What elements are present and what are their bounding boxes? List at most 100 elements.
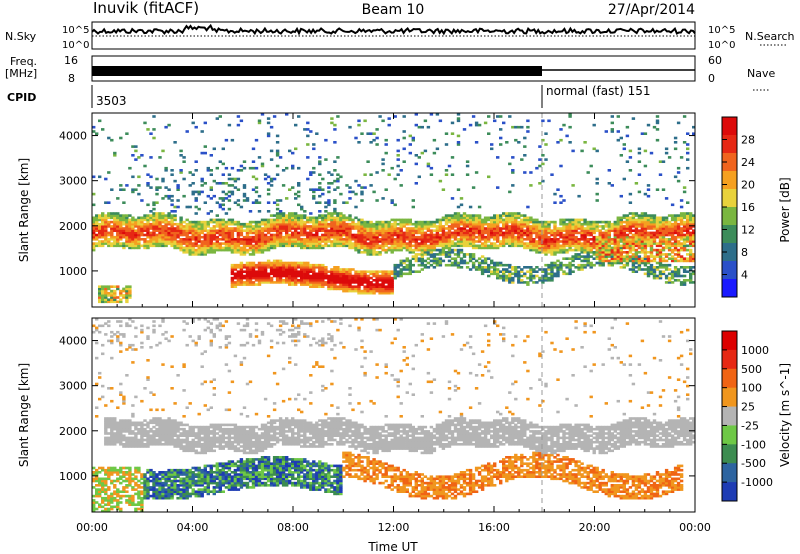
heatmap-cell bbox=[98, 330, 102, 334]
heatmap-cell bbox=[432, 246, 437, 250]
heatmap-cell bbox=[128, 166, 132, 170]
heatmap-cell bbox=[125, 225, 129, 228]
heatmap-cell bbox=[158, 214, 162, 217]
heatmap-cell bbox=[260, 233, 265, 237]
heatmap-cell bbox=[119, 218, 123, 222]
heatmap-cell bbox=[643, 212, 648, 215]
heatmap-cell bbox=[568, 141, 572, 144]
heatmap-cell bbox=[95, 216, 99, 220]
heatmap-cell bbox=[429, 233, 434, 237]
heatmap-cell bbox=[547, 242, 551, 245]
heatmap-cell bbox=[315, 233, 319, 237]
heatmap-cell bbox=[167, 227, 171, 230]
heatmap-cell bbox=[333, 123, 337, 127]
heatmap-cell bbox=[628, 255, 633, 258]
heatmap-cell bbox=[170, 194, 174, 198]
heatmap-cell bbox=[116, 244, 120, 248]
heatmap-cell bbox=[652, 227, 657, 230]
heatmap-cell bbox=[242, 248, 247, 252]
heatmap-cell bbox=[550, 173, 554, 176]
heatmap-cell bbox=[550, 244, 554, 248]
heatmap-cell bbox=[218, 197, 222, 200]
heatmap-cell bbox=[288, 216, 292, 220]
heatmap-cell bbox=[92, 225, 96, 228]
heatmap-cell bbox=[490, 272, 494, 276]
heatmap-cell bbox=[203, 253, 207, 256]
heatmap-cell bbox=[254, 233, 259, 237]
heatmap-cell bbox=[266, 132, 271, 135]
heatmap-cell bbox=[477, 225, 482, 228]
heatmap-cell bbox=[104, 333, 108, 336]
heatmap-cell bbox=[173, 227, 177, 230]
heatmap-cell bbox=[312, 268, 316, 271]
heatmap-cell bbox=[682, 222, 687, 226]
heatmap-cell bbox=[146, 242, 150, 245]
heatmap-cell bbox=[158, 212, 162, 215]
heatmap-cell bbox=[589, 222, 593, 226]
heatmap-cell bbox=[655, 138, 660, 142]
heatmap-cell bbox=[104, 488, 108, 491]
heatmap-cell bbox=[426, 266, 431, 269]
heatmap-cell bbox=[387, 233, 391, 237]
frequency-band bbox=[92, 66, 542, 76]
heatmap-cell bbox=[405, 233, 409, 237]
heatmap-cell bbox=[375, 289, 379, 293]
heatmap-cell bbox=[625, 225, 630, 228]
heatmap-cell bbox=[607, 255, 611, 258]
heatmap-cell bbox=[239, 222, 244, 226]
heatmap-cell bbox=[541, 179, 545, 183]
heatmap-cell bbox=[113, 225, 117, 228]
heatmap-cell bbox=[303, 244, 307, 248]
heatmap-cell bbox=[158, 225, 162, 228]
heatmap-cell bbox=[101, 294, 105, 297]
heatmap-cell bbox=[288, 279, 292, 282]
heatmap-cell bbox=[679, 246, 684, 250]
heatmap-cell bbox=[146, 225, 150, 228]
heatmap-cell bbox=[303, 242, 307, 245]
heatmap-cell bbox=[354, 285, 358, 288]
heatmap-cell bbox=[658, 274, 663, 278]
heatmap-cell bbox=[170, 214, 174, 217]
heatmap-cell bbox=[544, 225, 548, 228]
heatmap-cell bbox=[98, 218, 102, 222]
heatmap-cell bbox=[619, 238, 623, 241]
heatmap-cell bbox=[595, 149, 599, 153]
heatmap-cell bbox=[357, 251, 361, 254]
heatmap-cell bbox=[559, 246, 563, 250]
heatmap-cell bbox=[390, 289, 394, 293]
heatmap-cell bbox=[604, 225, 608, 228]
heatmap-cell bbox=[351, 238, 355, 241]
heatmap-cell bbox=[447, 220, 452, 224]
heatmap-cell bbox=[456, 261, 461, 265]
heatmap-cell bbox=[173, 229, 177, 232]
heatmap-cell bbox=[393, 272, 397, 276]
heatmap-cell bbox=[203, 242, 207, 245]
heatmap-cell bbox=[260, 246, 265, 250]
heatmap-cell bbox=[411, 229, 415, 232]
heatmap-cell bbox=[655, 121, 660, 125]
heatmap-cell bbox=[107, 496, 111, 500]
heatmap-cell bbox=[113, 227, 117, 230]
heatmap-cell bbox=[324, 235, 328, 239]
heatmap-cell bbox=[441, 233, 446, 237]
heatmap-cell bbox=[649, 255, 654, 258]
heatmap-cell bbox=[351, 218, 355, 222]
heatmap-cell bbox=[278, 276, 283, 280]
heatmap-cell bbox=[658, 218, 663, 222]
heatmap-cell bbox=[101, 466, 105, 470]
heatmap-cell bbox=[95, 235, 99, 239]
heatmap-cell bbox=[164, 166, 168, 170]
heatmap-cell bbox=[116, 503, 120, 506]
heatmap-cell bbox=[655, 233, 660, 237]
heatmap-cell bbox=[667, 276, 672, 280]
heatmap-cell bbox=[212, 229, 216, 232]
heatmap-cell bbox=[336, 115, 340, 118]
heatmap-cell bbox=[514, 218, 518, 222]
heatmap-cell bbox=[215, 240, 219, 243]
heatmap-cell bbox=[98, 490, 102, 493]
heatmap-cell bbox=[98, 216, 102, 220]
heatmap-cell bbox=[553, 263, 557, 267]
heatmap-cell bbox=[354, 179, 358, 183]
heatmap-cell bbox=[203, 238, 207, 241]
heatmap-cell bbox=[245, 231, 250, 235]
